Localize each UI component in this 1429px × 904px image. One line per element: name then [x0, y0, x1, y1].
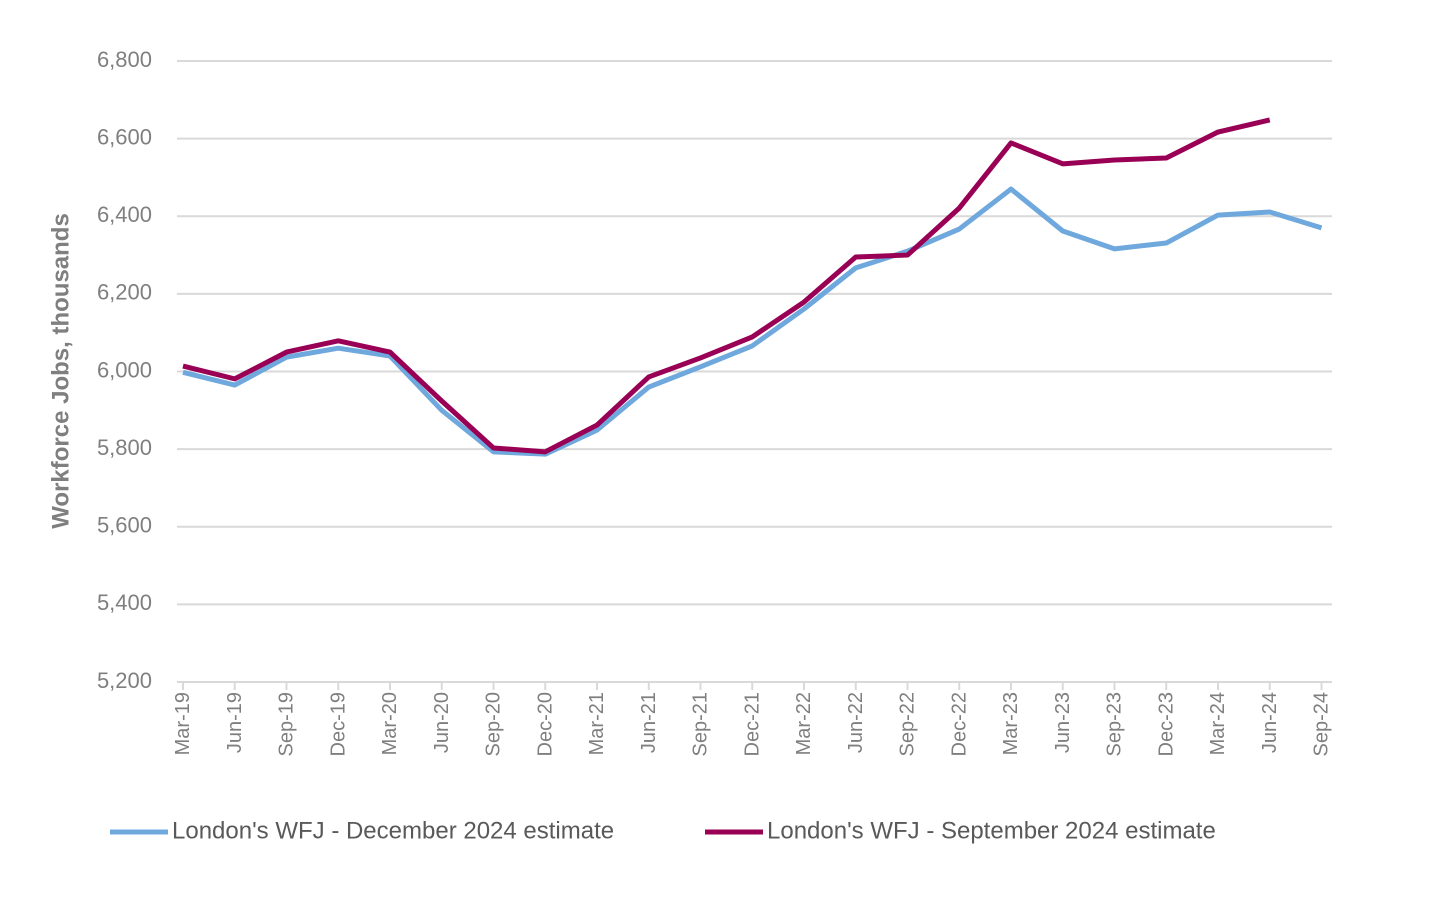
x-tick-label: Jun-24	[1259, 692, 1281, 753]
x-tick-label: Sep-21	[690, 692, 712, 757]
y-axis-title: Workforce Jobs, thousands	[47, 213, 74, 529]
y-tick-label: 6,200	[97, 280, 152, 305]
x-tick-label: Dec-20	[534, 692, 556, 756]
y-tick-label: 5,400	[97, 590, 152, 615]
x-tick-label: Sep-24	[1311, 692, 1333, 757]
series-line	[182, 117, 1271, 455]
x-tick-label: Jun-19	[224, 692, 246, 753]
y-tick-label: 6,000	[97, 357, 152, 382]
x-tick-label: Mar-21	[586, 692, 608, 755]
x-tick-label: Mar-22	[793, 692, 815, 755]
x-tick-label: Sep-20	[483, 692, 505, 757]
y-tick-label: 5,800	[97, 435, 152, 460]
series-line	[182, 186, 1323, 457]
x-tick-label: Dec-22	[948, 692, 970, 756]
x-tick-label: Mar-24	[1207, 692, 1229, 755]
x-tick-label: Jun-21	[638, 692, 660, 753]
y-tick-label: 5,600	[97, 513, 152, 538]
y-tick-label: 6,800	[97, 47, 152, 72]
x-tick-label: Jun-23	[1052, 692, 1074, 753]
y-tick-label: 6,400	[97, 202, 152, 227]
x-tick-label: Mar-23	[1000, 692, 1022, 755]
x-tick-label: Mar-20	[379, 692, 401, 755]
y-tick-label: 5,200	[97, 668, 152, 693]
x-tick-label: Dec-23	[1155, 692, 1177, 756]
y-tick-label: 6,600	[97, 124, 152, 149]
x-tick-label: Dec-21	[741, 692, 763, 756]
x-tick-label: Dec-19	[327, 692, 349, 756]
x-tick-label: Sep-23	[1104, 692, 1126, 757]
x-tick-label: Sep-22	[897, 692, 919, 757]
legend-label: London's WFJ - December 2024 estimate	[172, 817, 614, 844]
x-tick-label: Jun-22	[845, 692, 867, 753]
x-tick-label: Jun-20	[431, 692, 453, 753]
x-tick-label: Mar-19	[172, 692, 194, 755]
legend-label: London's WFJ - September 2024 estimate	[767, 817, 1216, 844]
x-tick-label: Sep-19	[276, 692, 298, 757]
